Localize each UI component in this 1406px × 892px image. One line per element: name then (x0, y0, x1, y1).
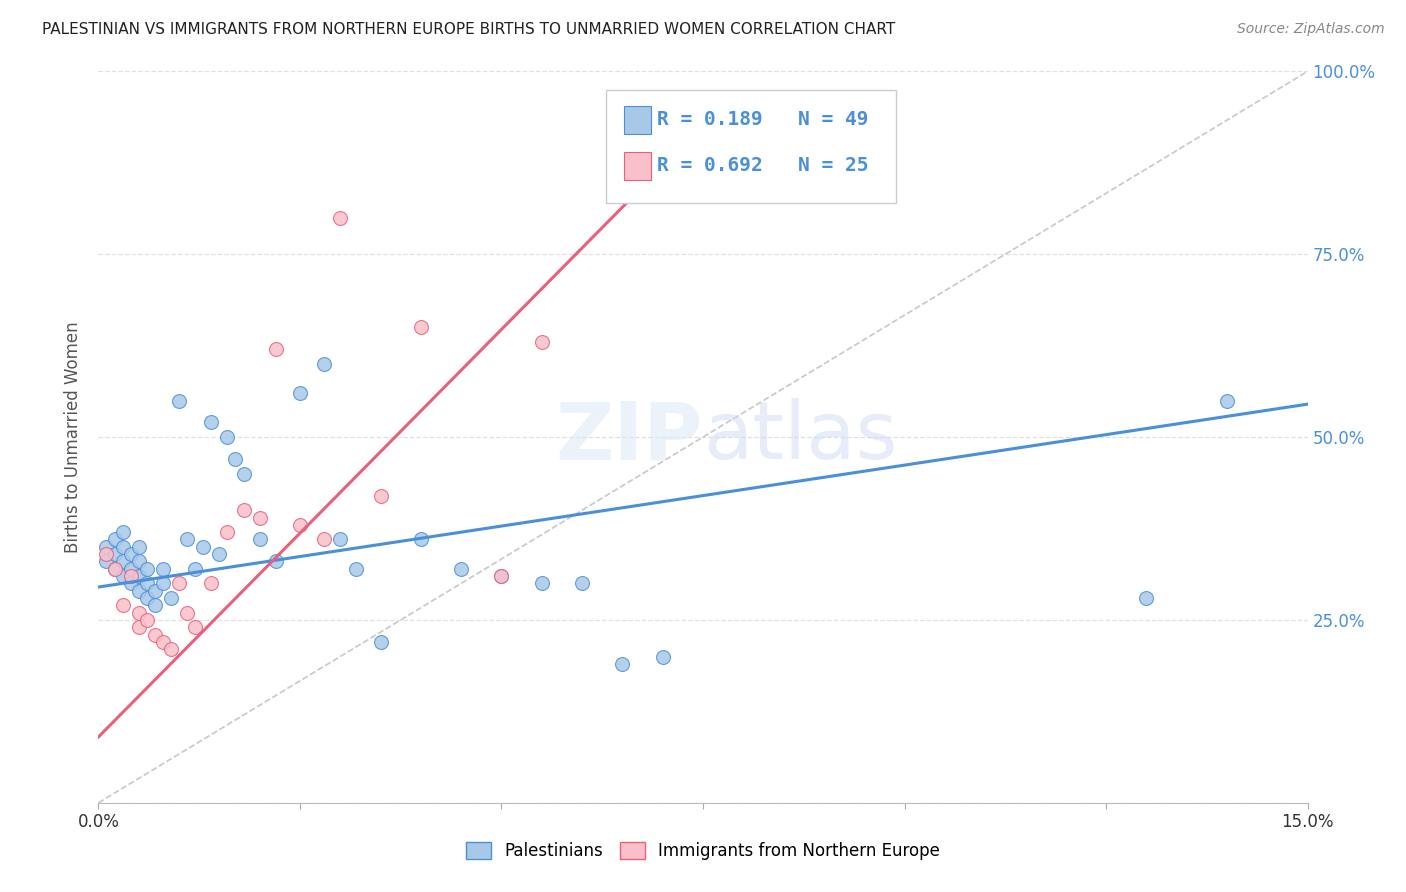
Point (612, 657, 634, 671)
Point (200, 576, 222, 591)
Point (160, 642, 183, 657)
Bar (624, 152, 651, 179)
Point (344, 562, 367, 576)
Bar (624, 106, 651, 134)
Text: PALESTINIAN VS IMMIGRANTS FROM NORTHERN EUROPE BIRTHS TO UNMARRIED WOMEN CORRELA: PALESTINIAN VS IMMIGRANTS FROM NORTHERN … (42, 22, 896, 37)
Y-axis label: Births to Unmarried Women: Births to Unmarried Women (65, 321, 83, 553)
Point (128, 606, 150, 620)
Legend: Palestinians, Immigrants from Northern Europe: Palestinians, Immigrants from Northern E… (465, 842, 941, 860)
Point (329, 211, 352, 225)
Point (217, 525, 239, 540)
Point (120, 562, 142, 576)
Point (176, 606, 198, 620)
Point (120, 547, 142, 561)
Text: Source: ZipAtlas.com: Source: ZipAtlas.com (1237, 22, 1385, 37)
Point (96, 540, 118, 554)
Point (193, 540, 215, 554)
Point (1216, 393, 1239, 408)
Point (1135, 591, 1157, 605)
Point (152, 635, 174, 649)
Point (103, 562, 125, 576)
Point (152, 576, 174, 591)
Point (491, 569, 513, 583)
Point (135, 613, 157, 627)
Point (370, 489, 392, 503)
Point (143, 583, 166, 598)
Point (409, 320, 432, 334)
Point (329, 533, 352, 547)
Point (314, 357, 336, 371)
Point (530, 576, 553, 591)
Point (491, 569, 513, 583)
Point (152, 562, 174, 576)
Point (128, 554, 150, 568)
Point (450, 562, 472, 576)
Point (249, 510, 271, 524)
Point (370, 635, 392, 649)
Point (128, 620, 150, 634)
Point (167, 576, 190, 591)
Point (232, 467, 254, 481)
Point (135, 576, 157, 591)
Point (135, 591, 157, 605)
Point (135, 562, 157, 576)
Point (143, 627, 166, 641)
Point (120, 576, 142, 591)
Point (128, 540, 150, 554)
Point (651, 649, 673, 664)
Point (111, 599, 134, 613)
Text: R = 0.692   N = 25: R = 0.692 N = 25 (657, 156, 869, 175)
Point (184, 562, 207, 576)
Point (96, 547, 118, 561)
Point (314, 533, 336, 547)
Point (200, 416, 222, 430)
Point (409, 533, 432, 547)
Point (288, 386, 311, 401)
Point (96, 554, 118, 568)
Point (160, 591, 183, 605)
Text: R = 0.189   N = 49: R = 0.189 N = 49 (657, 110, 869, 129)
Point (571, 576, 593, 591)
Point (264, 343, 287, 357)
Point (167, 393, 190, 408)
Point (111, 569, 134, 583)
Point (288, 517, 311, 532)
Point (111, 525, 134, 540)
Text: ZIP: ZIP (555, 398, 703, 476)
Point (249, 533, 271, 547)
Point (232, 503, 254, 517)
Point (120, 569, 142, 583)
Point (176, 533, 198, 547)
Point (128, 583, 150, 598)
Point (264, 554, 287, 568)
Point (103, 547, 125, 561)
Point (530, 334, 553, 349)
Point (208, 547, 231, 561)
Point (111, 554, 134, 568)
Text: atlas: atlas (703, 398, 897, 476)
Point (184, 620, 207, 634)
Point (217, 430, 239, 444)
Point (224, 452, 246, 467)
Point (103, 562, 125, 576)
Point (103, 533, 125, 547)
Point (128, 569, 150, 583)
Point (111, 540, 134, 554)
Point (143, 599, 166, 613)
FancyBboxPatch shape (606, 90, 897, 203)
